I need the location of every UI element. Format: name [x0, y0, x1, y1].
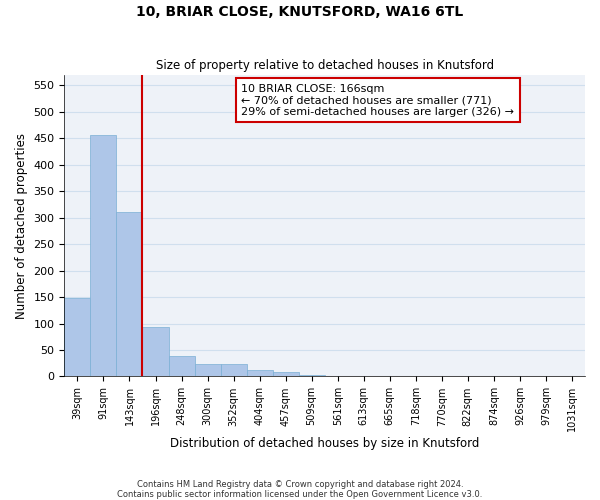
Bar: [194, 364, 221, 376]
Y-axis label: Number of detached properties: Number of detached properties: [15, 132, 28, 318]
Bar: [169, 356, 194, 376]
Bar: [64, 298, 91, 376]
Bar: [221, 364, 247, 376]
Bar: [116, 212, 142, 376]
Bar: [142, 326, 169, 376]
Text: Contains HM Land Registry data © Crown copyright and database right 2024.
Contai: Contains HM Land Registry data © Crown c…: [118, 480, 482, 499]
X-axis label: Distribution of detached houses by size in Knutsford: Distribution of detached houses by size …: [170, 437, 479, 450]
Text: 10, BRIAR CLOSE, KNUTSFORD, WA16 6TL: 10, BRIAR CLOSE, KNUTSFORD, WA16 6TL: [136, 5, 464, 19]
Bar: [272, 372, 299, 376]
Title: Size of property relative to detached houses in Knutsford: Size of property relative to detached ho…: [155, 59, 494, 72]
Bar: [247, 370, 272, 376]
Bar: [91, 135, 116, 376]
Text: 10 BRIAR CLOSE: 166sqm
← 70% of detached houses are smaller (771)
29% of semi-de: 10 BRIAR CLOSE: 166sqm ← 70% of detached…: [241, 84, 514, 117]
